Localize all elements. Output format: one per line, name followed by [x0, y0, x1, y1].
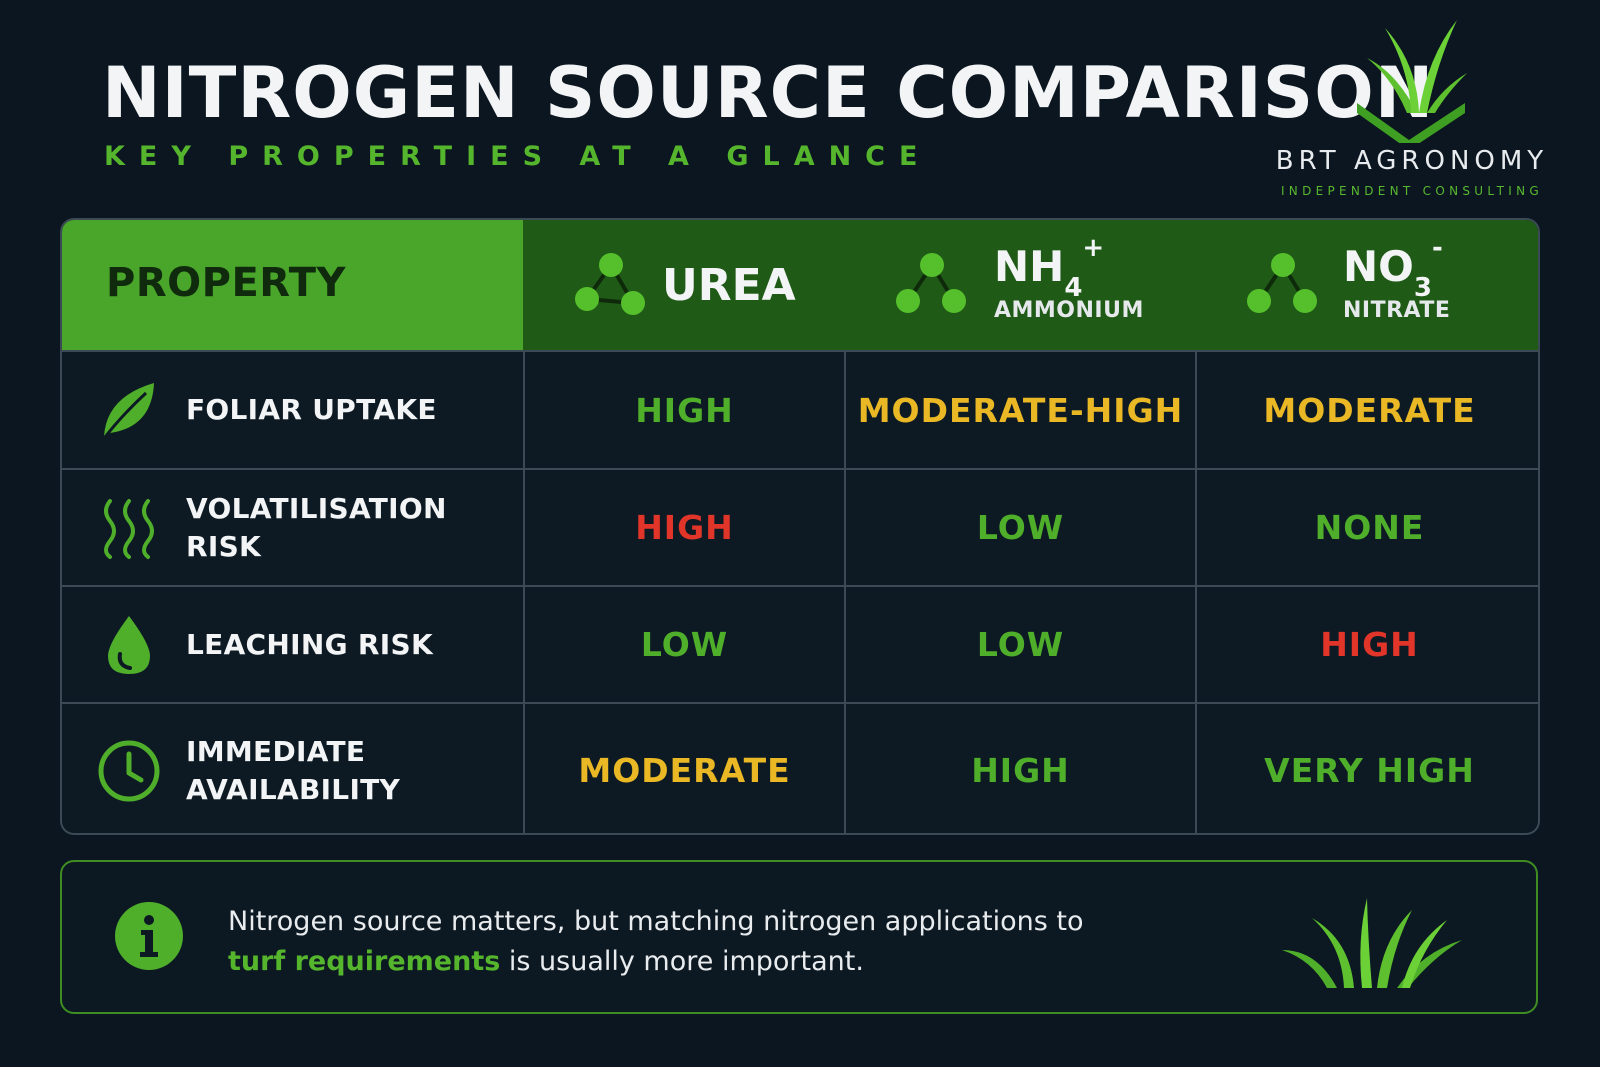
- rating-value: LOW: [976, 625, 1065, 664]
- header-nitrate: NO3- NITRATE: [1195, 220, 1538, 350]
- note-highlight: turf requirements: [228, 946, 501, 977]
- water-drop-icon: [108, 615, 150, 674]
- rating-value: VERY HIGH: [1264, 751, 1475, 790]
- row-label-line: AVAILABILITY: [186, 772, 401, 806]
- note-text: Nitrogen source matters, but matching ni…: [228, 906, 1084, 977]
- value-cell: LOW: [844, 587, 1195, 702]
- grass-logo-icon: [1357, 20, 1467, 143]
- info-icon: [115, 902, 183, 970]
- grass-icon: [1282, 898, 1462, 988]
- rating-value: MODERATE: [1263, 390, 1476, 430]
- value-cell: LOW: [844, 470, 1195, 585]
- rating-value: HIGH: [971, 751, 1070, 790]
- value-cell: MODERATE: [523, 704, 844, 833]
- rating-value: LOW: [976, 508, 1065, 547]
- row-property: IMMEDIATE AVAILABILITY: [62, 704, 523, 833]
- rating-value: HIGH: [1320, 625, 1419, 664]
- value-cell: HIGH: [523, 470, 844, 585]
- rating-value: MODERATE-HIGH: [857, 390, 1184, 430]
- row-label: LEACHING RISK: [186, 627, 433, 661]
- row-label: VOLATILISATION RISK: [186, 491, 447, 563]
- rating-value: NONE: [1314, 508, 1425, 547]
- info-note: Nitrogen source matters, but matching ni…: [60, 860, 1538, 1014]
- value-cell: LOW: [523, 587, 844, 702]
- page-subtitle: KEY PROPERTIES AT A GLANCE: [104, 141, 932, 172]
- heat-waves-icon: [104, 498, 154, 559]
- value-cell: HIGH: [844, 704, 1195, 833]
- value-cell: MODERATE-HIGH: [844, 352, 1195, 468]
- rating-value: HIGH: [635, 508, 734, 547]
- nitrate-formula: NO3-: [1343, 233, 1443, 304]
- value-cell: VERY HIGH: [1195, 704, 1538, 833]
- property-header-label: PROPERTY: [106, 260, 347, 306]
- header-property: PROPERTY: [62, 220, 523, 350]
- header-ammonium: NH4+ AMMONIUM: [844, 220, 1195, 350]
- row-label: IMMEDIATE AVAILABILITY: [186, 733, 400, 809]
- value-cell: NONE: [1195, 470, 1538, 585]
- rating-value: LOW: [640, 625, 729, 664]
- leaf-icon: [100, 383, 154, 442]
- molecule-icon: [575, 253, 645, 315]
- value-cell: MODERATE: [1195, 352, 1538, 468]
- header-urea: UREA: [523, 220, 844, 350]
- table-row: FOLIAR UPTAKE HIGH MODERATE-HIGH MODERAT…: [62, 350, 1538, 468]
- row-label-line: IMMEDIATE: [186, 734, 366, 768]
- row-property: FOLIAR UPTAKE: [62, 352, 523, 468]
- brand-logo: BRT AGRONOMY INDEPENDENT CONSULTING: [1262, 18, 1562, 203]
- row-property: LEACHING RISK: [62, 587, 523, 702]
- ammonium-formula: NH4+: [994, 233, 1105, 304]
- value-cell: HIGH: [523, 352, 844, 468]
- row-label: FOLIAR UPTAKE: [186, 393, 437, 426]
- table-row: IMMEDIATE AVAILABILITY MODERATE HIGH VER…: [62, 702, 1538, 833]
- table-row: LEACHING RISK LOW LOW HIGH: [62, 585, 1538, 702]
- urea-label: UREA: [662, 260, 796, 311]
- ammonium-name: AMMONIUM: [994, 298, 1144, 323]
- brand-tagline: INDEPENDENT CONSULTING: [1280, 184, 1544, 198]
- molecule-icon: [1247, 253, 1317, 313]
- brand-name: BRT AGRONOMY: [1275, 146, 1549, 176]
- page-title: NITROGEN SOURCE COMPARISON: [102, 52, 1435, 134]
- clock-icon: [98, 740, 160, 801]
- molecule-icon: [896, 253, 966, 313]
- nitrate-name: NITRATE: [1343, 298, 1451, 323]
- table-row: VOLATILISATION RISK HIGH LOW NONE: [62, 468, 1538, 585]
- rating-value: HIGH: [635, 390, 734, 430]
- comparison-table: PROPERTY UREA NH4+ AMMONIUM: [60, 218, 1540, 835]
- value-cell: HIGH: [1195, 587, 1538, 702]
- row-property: VOLATILISATION RISK: [62, 470, 523, 585]
- rating-value: MODERATE: [578, 751, 791, 790]
